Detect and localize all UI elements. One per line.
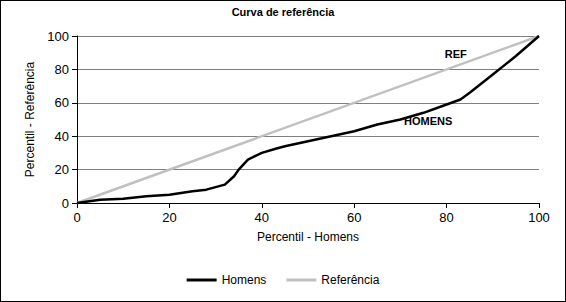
svg-text:Referência: Referência	[321, 273, 379, 287]
svg-text:20: 20	[162, 210, 176, 225]
svg-text:40: 40	[55, 129, 69, 144]
svg-text:100: 100	[528, 210, 550, 225]
svg-text:REF: REF	[445, 48, 467, 60]
svg-text:Percentil - Homens: Percentil - Homens	[257, 230, 359, 244]
svg-text:Homens: Homens	[222, 273, 267, 287]
svg-text:80: 80	[439, 210, 453, 225]
svg-text:40: 40	[255, 210, 269, 225]
svg-text:HOMENS: HOMENS	[404, 115, 452, 127]
svg-text:0: 0	[73, 210, 80, 225]
svg-text:100: 100	[47, 29, 69, 44]
svg-text:Percentil - Referência: Percentil - Referência	[23, 61, 37, 177]
svg-text:20: 20	[55, 162, 69, 177]
svg-text:60: 60	[347, 210, 361, 225]
svg-text:60: 60	[55, 95, 69, 110]
svg-text:80: 80	[55, 62, 69, 77]
svg-text:0: 0	[62, 196, 69, 211]
svg-text:Curva de referência: Curva de referência	[232, 6, 336, 18]
